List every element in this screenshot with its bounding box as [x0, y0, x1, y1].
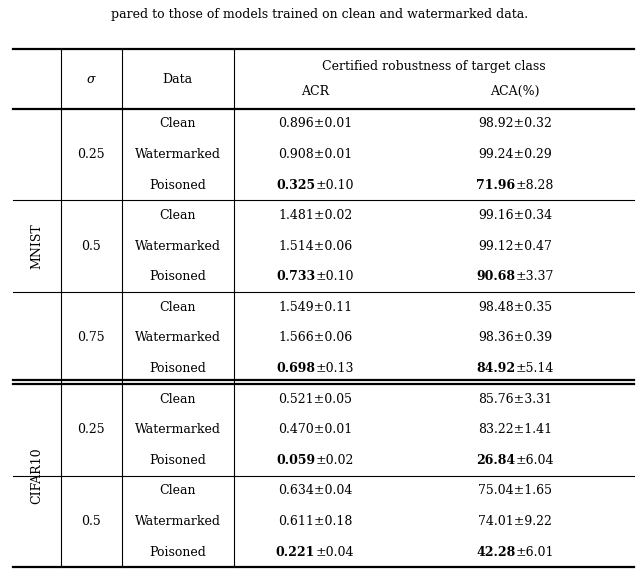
Text: 42.28: 42.28 [476, 545, 515, 559]
Text: 26.84: 26.84 [476, 454, 515, 467]
Text: 0.896±0.01: 0.896±0.01 [278, 118, 353, 130]
Text: Clean: Clean [159, 209, 196, 222]
Text: ±0.04: ±0.04 [315, 545, 354, 559]
Text: 99.24±0.29: 99.24±0.29 [478, 148, 552, 161]
Text: ±0.13: ±0.13 [315, 362, 354, 375]
Text: 1.481±0.02: 1.481±0.02 [278, 209, 353, 222]
Text: 1.549±0.11: 1.549±0.11 [278, 301, 352, 314]
Text: Data: Data [163, 73, 193, 86]
Text: 98.48±0.35: 98.48±0.35 [478, 301, 552, 314]
Text: 0.059: 0.059 [276, 454, 315, 467]
Text: Poisoned: Poisoned [149, 454, 206, 467]
Text: Watermarked: Watermarked [134, 423, 221, 436]
Text: 90.68: 90.68 [476, 270, 515, 283]
Text: 0.698: 0.698 [276, 362, 315, 375]
Text: σ: σ [87, 73, 95, 86]
Text: 84.92: 84.92 [476, 362, 515, 375]
Text: 0.25: 0.25 [77, 148, 105, 161]
Text: 0.5: 0.5 [81, 515, 101, 528]
Text: 0.733: 0.733 [276, 270, 315, 283]
Text: 74.01±9.22: 74.01±9.22 [478, 515, 552, 528]
Text: 99.12±0.47: 99.12±0.47 [478, 240, 552, 253]
Text: 0.25: 0.25 [77, 423, 105, 436]
Text: 1.514±0.06: 1.514±0.06 [278, 240, 353, 253]
Text: ±6.04: ±6.04 [515, 454, 554, 467]
Text: Clean: Clean [159, 118, 196, 130]
Text: ±0.02: ±0.02 [315, 454, 353, 467]
Text: 0.611±0.18: 0.611±0.18 [278, 515, 353, 528]
Text: 75.04±1.65: 75.04±1.65 [478, 484, 552, 498]
Text: Certified robustness of target class: Certified robustness of target class [322, 60, 545, 73]
Text: ±5.14: ±5.14 [515, 362, 554, 375]
Text: Watermarked: Watermarked [134, 331, 221, 344]
Text: Poisoned: Poisoned [149, 179, 206, 192]
Text: Clean: Clean [159, 393, 196, 406]
Text: 0.908±0.01: 0.908±0.01 [278, 148, 353, 161]
Text: Clean: Clean [159, 301, 196, 314]
Text: 0.75: 0.75 [77, 331, 105, 344]
Text: 0.325: 0.325 [276, 179, 315, 192]
Text: 0.634±0.04: 0.634±0.04 [278, 484, 353, 498]
Text: 83.22±1.41: 83.22±1.41 [478, 423, 552, 436]
Text: 0.5: 0.5 [81, 240, 101, 253]
Text: ±3.37: ±3.37 [515, 270, 554, 283]
Text: 85.76±3.31: 85.76±3.31 [478, 393, 552, 406]
Text: pared to those of models trained on clean and watermarked data.: pared to those of models trained on clea… [111, 8, 529, 21]
Text: MNIST: MNIST [30, 223, 44, 269]
Text: ACR: ACR [301, 85, 329, 98]
Text: Watermarked: Watermarked [134, 515, 221, 528]
Text: Watermarked: Watermarked [134, 240, 221, 253]
Text: 98.36±0.39: 98.36±0.39 [478, 331, 552, 344]
Text: Watermarked: Watermarked [134, 148, 221, 161]
Text: Poisoned: Poisoned [149, 270, 206, 283]
Text: 98.92±0.32: 98.92±0.32 [478, 118, 552, 130]
Text: 71.96: 71.96 [476, 179, 515, 192]
Text: 0.221: 0.221 [276, 545, 315, 559]
Text: ACA(%): ACA(%) [490, 85, 540, 98]
Text: Poisoned: Poisoned [149, 545, 206, 559]
Text: Poisoned: Poisoned [149, 362, 206, 375]
Text: ±8.28: ±8.28 [515, 179, 554, 192]
Text: ±0.10: ±0.10 [315, 179, 354, 192]
Text: 99.16±0.34: 99.16±0.34 [478, 209, 552, 222]
Text: ±0.10: ±0.10 [315, 270, 354, 283]
Text: 0.521±0.05: 0.521±0.05 [278, 393, 352, 406]
Text: ±6.01: ±6.01 [515, 545, 554, 559]
Text: 0.470±0.01: 0.470±0.01 [278, 423, 353, 436]
Text: CIFAR10: CIFAR10 [30, 448, 44, 504]
Text: Clean: Clean [159, 484, 196, 498]
Text: 1.566±0.06: 1.566±0.06 [278, 331, 353, 344]
